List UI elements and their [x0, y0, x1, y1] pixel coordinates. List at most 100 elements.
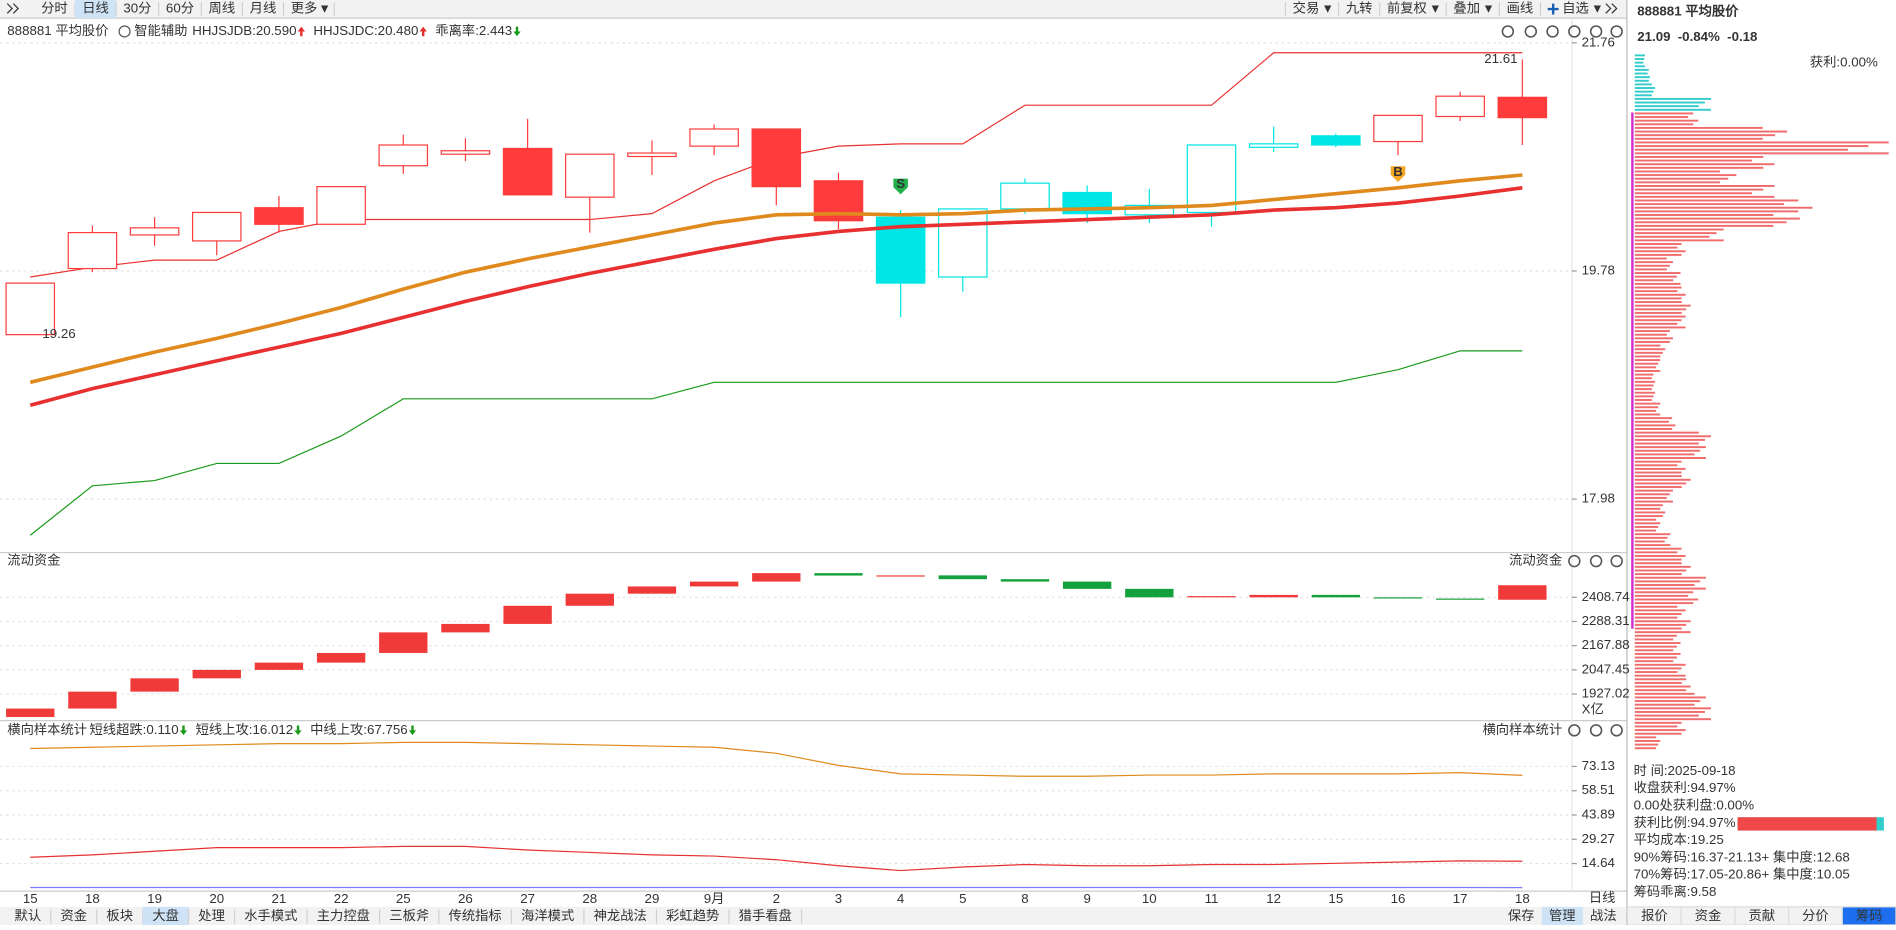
chip-bar-line [1635, 225, 1774, 227]
bottom-tab[interactable]: 彩虹趋势 [666, 908, 719, 923]
toolbar-button[interactable]: 自选 [1562, 1, 1589, 16]
chip-bar-line [1635, 385, 1654, 387]
toolbar-button[interactable]: 月线 [250, 1, 277, 16]
chip-bar-line [1635, 566, 1691, 568]
bottom-tab[interactable]: 处理 [198, 908, 225, 923]
legend-entry: 短线上攻:16.012 [196, 722, 294, 737]
side-tab[interactable]: 筹码 [1856, 907, 1883, 923]
candle-body [441, 151, 489, 154]
chip-bar-line [1635, 624, 1686, 626]
toolbar-button[interactable]: 60分 [166, 1, 194, 16]
chip-bar-line [1635, 345, 1661, 347]
profit-ratio-bar [1738, 817, 1877, 830]
chip-bar-line [1635, 725, 1678, 727]
candle-body [566, 154, 614, 197]
bottom-tab[interactable]: 战法 [1590, 908, 1617, 923]
chip-bar-line [1635, 196, 1775, 198]
chip-bar-line [1635, 381, 1655, 383]
chip-bar-line [1635, 613, 1682, 615]
chip-bar-line [1635, 239, 1724, 241]
bottom-tab[interactable]: 默认 [15, 908, 42, 923]
chip-bar-line [1635, 69, 1649, 71]
bottom-tab[interactable]: 大盘 [152, 907, 179, 923]
chip-bar-line [1635, 109, 1711, 111]
chip-bar-line [1635, 149, 1848, 151]
flow-bar [690, 582, 738, 587]
bottom-tab[interactable]: 板块 [106, 908, 133, 923]
candle-body [628, 153, 676, 156]
bottom-tab[interactable]: 猎手看盘 [739, 907, 792, 923]
toolbar-button[interactable]: 前复权 [1387, 0, 1427, 16]
toolbar-button[interactable]: 九转 [1346, 1, 1373, 16]
chip-bar-line [1635, 540, 1665, 542]
chip-bar-line [1635, 620, 1691, 622]
y-tick-label: 2167.88 [1582, 637, 1630, 652]
side-tab[interactable]: 分价 [1802, 908, 1829, 923]
side-tab[interactable]: 报价 [1641, 908, 1668, 923]
bottom-tab[interactable]: 神龙战法 [594, 908, 647, 923]
bottom-tab[interactable]: 主力控盘 [317, 907, 370, 923]
bottom-tab[interactable]: 资金 [60, 908, 87, 923]
chip-bar-line [1635, 214, 1774, 216]
panel-title: 横向样本统计 [7, 722, 87, 737]
chip-bar-line [1635, 591, 1693, 593]
toolbar-button[interactable]: 画线 [1507, 1, 1534, 16]
x-tick-label: 9月 [704, 891, 725, 906]
chip-bar-line [1635, 102, 1705, 104]
candle-body [1001, 183, 1049, 209]
chip-bar-line [1635, 584, 1695, 586]
candle-body [939, 209, 987, 277]
bottom-tab[interactable]: 水手模式 [244, 908, 297, 923]
y-tick-label: 73.13 [1582, 758, 1615, 773]
panel-title: 横向样本统计 [1482, 722, 1562, 737]
chip-bar-line [1635, 435, 1711, 437]
chip-bar-line [1635, 62, 1644, 64]
flow-bar [379, 632, 427, 653]
chip-bar-line [1635, 178, 1728, 180]
chip-bar-line [1635, 526, 1658, 528]
bottom-tab[interactable]: 三板斧 [389, 908, 429, 923]
chip-bar-line [1635, 112, 1693, 114]
toolbar-button[interactable]: 分时 [41, 1, 68, 16]
chip-bar-line [1635, 711, 1705, 713]
side-tab[interactable]: 资金 [1695, 908, 1722, 923]
toolbar-button[interactable]: 叠加 [1453, 1, 1480, 16]
chip-bar-line [1635, 628, 1682, 630]
toolbar-button[interactable]: 交易 [1293, 0, 1320, 16]
x-tick-label: 15 [23, 891, 38, 906]
candle-body [68, 233, 116, 269]
chip-bar-line [1635, 308, 1686, 310]
chip-bar-line [1635, 562, 1682, 564]
cost-marker [1631, 112, 1633, 628]
toolbar-button[interactable]: 日线 [82, 1, 109, 16]
chip-bar-line [1635, 388, 1652, 390]
side-tab[interactable]: 贡献 [1748, 908, 1775, 923]
legend-entry: 中线上攻:67.756 [310, 722, 408, 737]
x-tick-label: 25 [396, 891, 411, 906]
bottom-tab[interactable]: 管理 [1549, 908, 1576, 923]
bottom-tab[interactable]: 保存 [1508, 908, 1535, 923]
chip-bar-line [1635, 537, 1668, 539]
bottom-tab[interactable]: 传统指标 [449, 908, 502, 923]
flow-bar [6, 709, 54, 717]
chip-bar-line [1635, 120, 1698, 122]
chip-bar-line [1635, 258, 1667, 260]
chip-bar-line [1635, 744, 1658, 746]
chip-bar-line [1635, 290, 1678, 292]
toolbar-button[interactable]: 30分 [123, 1, 151, 16]
assist-label[interactable]: 智能辅助 [134, 23, 187, 38]
chip-bar-line [1635, 490, 1673, 492]
flow-bar [1498, 585, 1546, 600]
flow-bar [503, 606, 551, 624]
toolbar-button[interactable]: 周线 [209, 1, 236, 16]
flow-bar [566, 594, 614, 606]
candle-body [1498, 97, 1546, 117]
chip-bar-line [1635, 504, 1663, 506]
y-tick-label: 2408.74 [1582, 589, 1630, 604]
chip-bar-line [1635, 87, 1655, 89]
bottom-tab[interactable]: 海洋模式 [521, 908, 574, 923]
flow-bar [1436, 599, 1484, 600]
toolbar-button[interactable]: 更多 [291, 0, 318, 16]
chip-bar-line [1635, 370, 1660, 372]
